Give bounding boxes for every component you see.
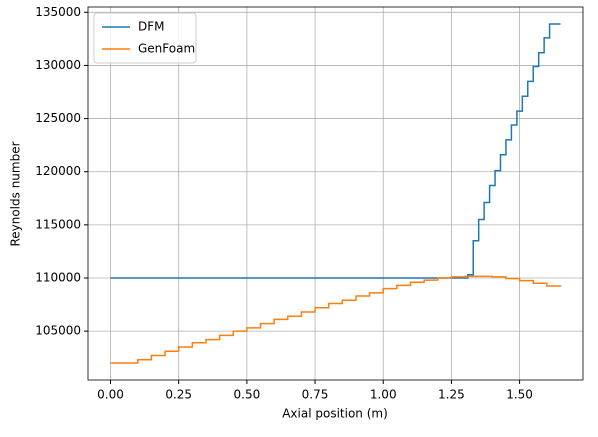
x-tick-label: 0.25 <box>165 388 192 402</box>
x-tick-label: 0.75 <box>302 388 329 402</box>
legend-label: GenFoam <box>138 42 195 56</box>
legend-label: DFM <box>138 20 165 34</box>
y-tick-label: 135000 <box>35 5 81 19</box>
plot-frame <box>87 6 584 381</box>
y-tick-label: 105000 <box>35 324 81 338</box>
y-tick-label: 115000 <box>35 217 81 231</box>
x-tick-label: 0.50 <box>234 388 261 402</box>
y-tick-label: 130000 <box>35 58 81 72</box>
x-tick-label: 1.00 <box>370 388 397 402</box>
legend-box <box>93 12 197 64</box>
series-line <box>110 23 561 279</box>
x-axis-label: Axial position (m) <box>282 407 388 421</box>
y-tick-label: 110000 <box>35 270 81 284</box>
x-tick-label: 0.00 <box>97 388 124 402</box>
y-tick-label: 125000 <box>35 111 81 125</box>
y-tick-label: 120000 <box>35 164 81 178</box>
x-tick-label: 1.50 <box>506 388 533 402</box>
x-tick-label: 1.25 <box>438 388 465 402</box>
y-axis-label: Reynolds number <box>9 141 23 246</box>
series-line <box>110 275 562 364</box>
